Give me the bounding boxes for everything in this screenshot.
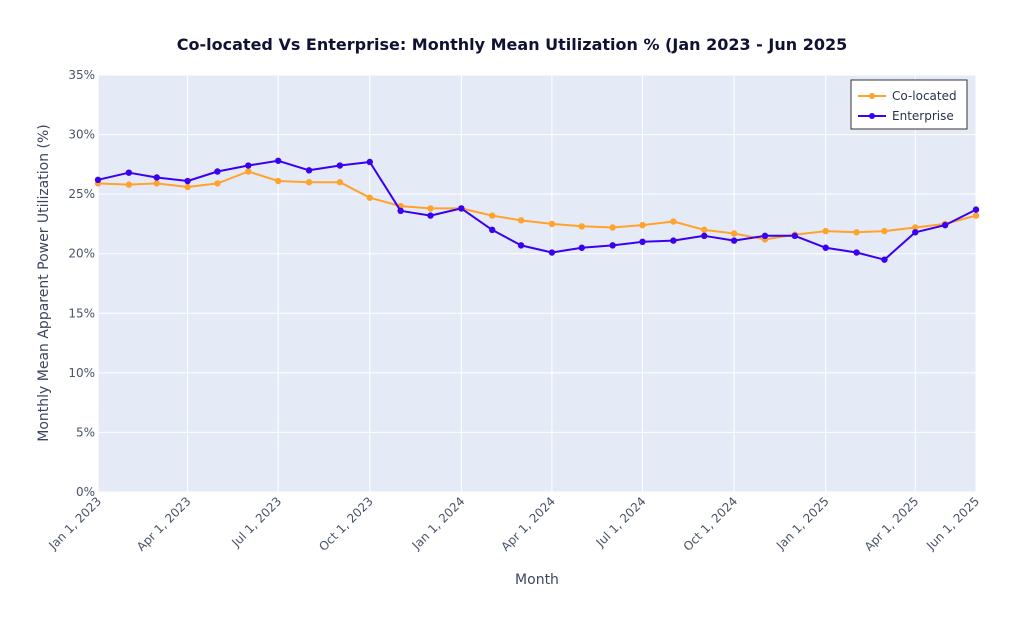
data-point-enterprise[interactable] [305,167,313,174]
y-tick-label: 5% [76,425,95,439]
data-point-enterprise[interactable] [214,168,221,175]
data-point-enterprise[interactable] [274,157,282,164]
data-point-co-located[interactable] [609,224,616,231]
data-point-enterprise[interactable] [336,162,344,169]
data-point-co-located[interactable] [305,179,313,186]
data-point-co-located[interactable] [881,227,888,235]
data-point-enterprise[interactable] [972,206,980,213]
data-point-enterprise[interactable] [730,237,738,244]
data-point-co-located[interactable] [972,212,980,219]
data-point-enterprise[interactable] [153,174,160,181]
data-point-co-located[interactable] [366,194,373,201]
y-tick-label: 10% [68,366,95,380]
chart-title: Co-located Vs Enterprise: Monthly Mean U… [177,35,847,54]
data-point-enterprise[interactable] [670,237,677,244]
data-point-enterprise[interactable] [941,221,949,229]
legend-box [850,79,968,130]
gridlines [97,74,977,493]
data-point-enterprise[interactable] [853,249,860,256]
data-point-enterprise[interactable] [548,249,556,256]
data-point-enterprise[interactable] [609,242,616,249]
x-tick-label: Apr 1, 2023 [134,494,194,554]
data-point-co-located[interactable] [214,180,221,187]
x-tick-label: Jan 1, 2025 [773,494,832,553]
y-axis-title: Monthly Mean Apparent Power Utilization … [36,124,52,442]
series-line-enterprise [97,159,977,261]
data-point-enterprise[interactable] [489,226,496,234]
legend-item-co-located[interactable]: Co-located [858,89,957,103]
x-tick-label: Oct 1, 2024 [681,494,741,554]
data-point-enterprise[interactable] [245,162,252,169]
x-tick-label: Jul 1, 2024 [593,494,649,550]
data-point-enterprise[interactable] [94,176,102,184]
data-point-enterprise[interactable] [761,232,769,240]
data-point-enterprise[interactable] [881,256,888,263]
y-tick-label: 35% [68,68,95,82]
data-point-co-located[interactable] [822,227,829,235]
legend-marker-enterprise [869,113,875,119]
x-tick-label: Apr 1, 2025 [862,494,922,554]
plot-area [98,75,976,492]
x-tick-label: Oct 1, 2023 [316,494,376,554]
data-point-enterprise[interactable] [427,212,434,219]
series-line-co-located [97,170,977,241]
data-point-enterprise[interactable] [912,229,919,236]
data-point-co-located[interactable] [853,229,860,236]
legend-item-enterprise[interactable]: Enterprise [858,109,954,123]
legend-marker-co-located [869,93,875,99]
data-point-enterprise[interactable] [822,244,829,251]
data-point-co-located[interactable] [639,221,646,229]
data-point-enterprise[interactable] [517,242,525,249]
data-point-co-located[interactable] [274,177,282,185]
data-point-co-located[interactable] [336,179,344,186]
y-tick-label: 20% [68,247,95,261]
legend-label-co-located: Co-located [892,89,957,103]
data-point-enterprise[interactable] [366,158,373,166]
data-point-co-located[interactable] [912,224,919,231]
data-point-enterprise[interactable] [791,232,799,240]
x-tick-label: Jun 1, 2025 [923,494,982,553]
legend-label-enterprise: Enterprise [892,109,954,123]
y-tick-label: 0% [76,485,95,499]
series-enterprise [94,157,980,263]
x-axis-ticks: Jan 1, 2023 Apr 1, 2023 Jul 1, 2023 Oct 1, … [45,494,982,554]
data-point-enterprise[interactable] [397,207,404,215]
data-point-co-located[interactable] [427,205,434,212]
y-tick-label: 15% [68,306,95,320]
data-point-enterprise[interactable] [578,244,585,251]
data-point-co-located[interactable] [153,180,160,187]
data-point-co-located[interactable] [730,230,738,237]
x-tick-label: Jan 1, 2023 [45,494,104,553]
x-tick-label: Jan 1, 2024 [409,494,468,553]
series-group [94,157,980,263]
data-point-co-located[interactable] [701,226,708,234]
data-point-enterprise[interactable] [701,232,708,240]
data-point-enterprise[interactable] [639,238,646,245]
data-point-enterprise[interactable] [184,177,191,185]
data-point-co-located[interactable] [578,223,585,230]
data-point-co-located[interactable] [184,183,191,191]
y-axis-ticks: 0% 5% 10% 15% 20% 25% 30% 35% [68,68,95,499]
data-point-co-located[interactable] [670,218,677,225]
data-point-co-located[interactable] [125,181,133,188]
data-point-co-located[interactable] [245,168,252,175]
data-point-enterprise[interactable] [458,205,465,212]
y-tick-label: 30% [68,128,95,142]
x-tick-label: Jul 1, 2023 [228,494,284,550]
data-point-enterprise[interactable] [125,169,133,176]
data-point-co-located[interactable] [548,220,556,228]
legend: Co-located Enterprise [850,79,968,130]
data-point-co-located[interactable] [489,212,496,219]
x-axis-title: Month [515,572,559,588]
x-tick-label: Apr 1, 2024 [498,494,558,554]
data-point-co-located[interactable] [517,217,525,224]
y-tick-label: 25% [68,187,95,201]
